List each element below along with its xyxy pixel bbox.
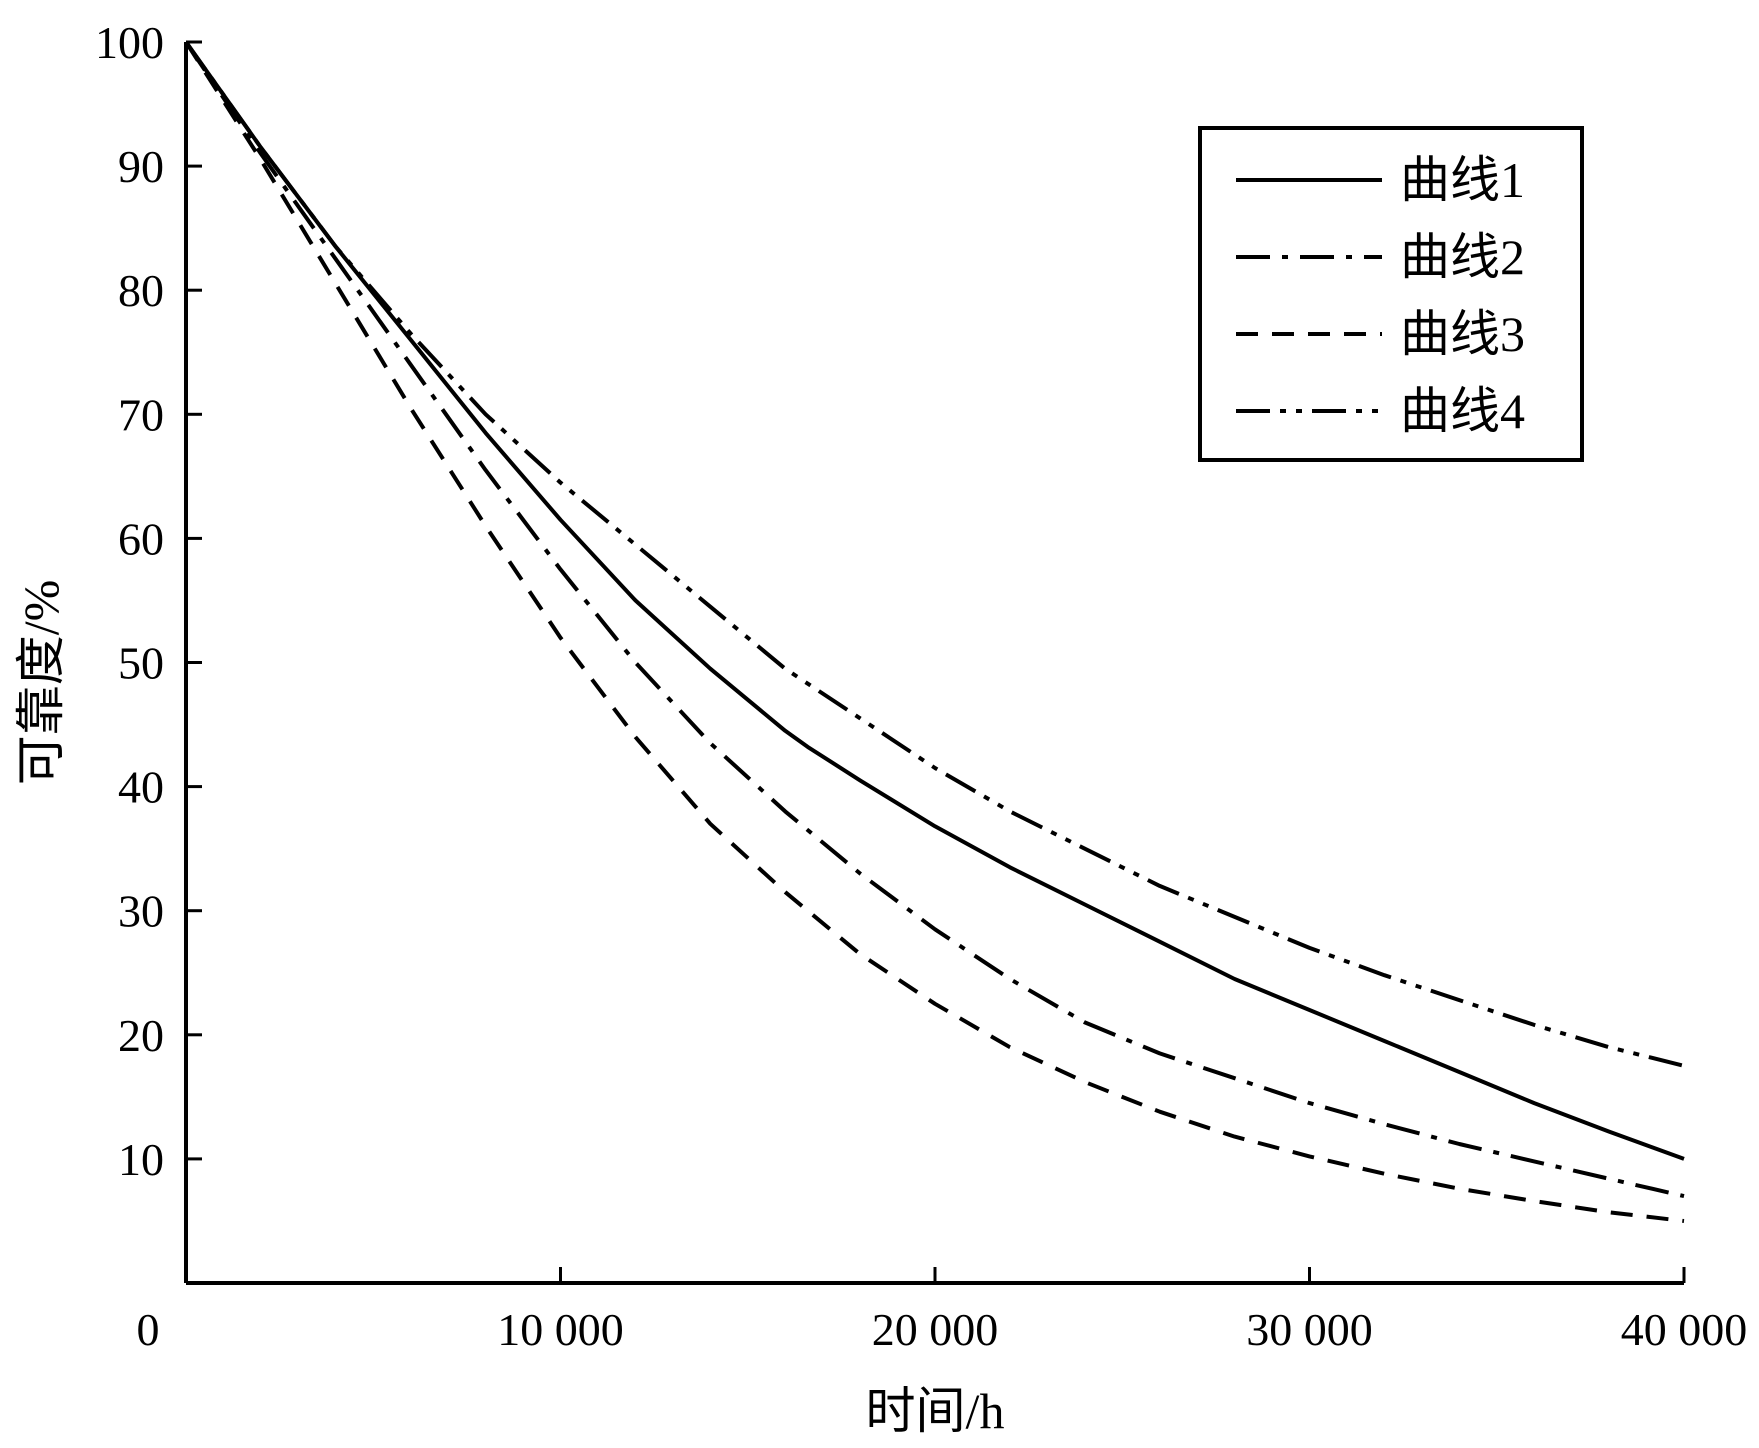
legend-label-1: 曲线1	[1400, 152, 1525, 208]
y-ticks: 10 20 30 40 50 60 70 80 90 100	[95, 17, 202, 1185]
legend-label-2: 曲线2	[1400, 229, 1525, 285]
x-axis-title: 时间/h	[866, 1383, 1005, 1439]
series-lines	[184, 40, 1685, 1223]
x-tick-label: 30 000	[1246, 1304, 1373, 1355]
y-tick-label: 90	[118, 141, 164, 192]
legend-box	[1198, 126, 1584, 462]
legend: 曲线1 曲线2 曲线3 曲线4	[1198, 126, 1584, 462]
x-tick-label: 0	[137, 1304, 160, 1355]
x-tick-label: 20 000	[872, 1304, 999, 1355]
y-tick-label: 100	[95, 17, 164, 68]
series-line-3	[184, 40, 1685, 1223]
series-line-1	[184, 40, 1685, 1161]
y-tick-label: 30	[118, 886, 164, 937]
y-tick-label: 70	[118, 389, 164, 440]
y-tick-label: 20	[118, 1010, 164, 1061]
y-tick-label: 60	[118, 513, 164, 564]
series-line-2	[184, 40, 1685, 1199]
y-tick-label: 50	[118, 638, 164, 689]
x-ticks: 0 10 000 20 000 30 000 40 000	[137, 1267, 1748, 1355]
y-tick-label: 10	[118, 1134, 164, 1185]
y-tick-label: 40	[118, 762, 164, 813]
y-tick-label: 80	[118, 265, 164, 316]
y-axis-title: 可靠度/%	[13, 580, 69, 786]
x-tick-label: 10 000	[497, 1304, 624, 1355]
x-tick-label: 40 000	[1621, 1304, 1748, 1355]
legend-label-4: 曲线4	[1400, 383, 1525, 439]
series-line-4	[184, 40, 1685, 1068]
legend-label-3: 曲线3	[1400, 306, 1525, 362]
